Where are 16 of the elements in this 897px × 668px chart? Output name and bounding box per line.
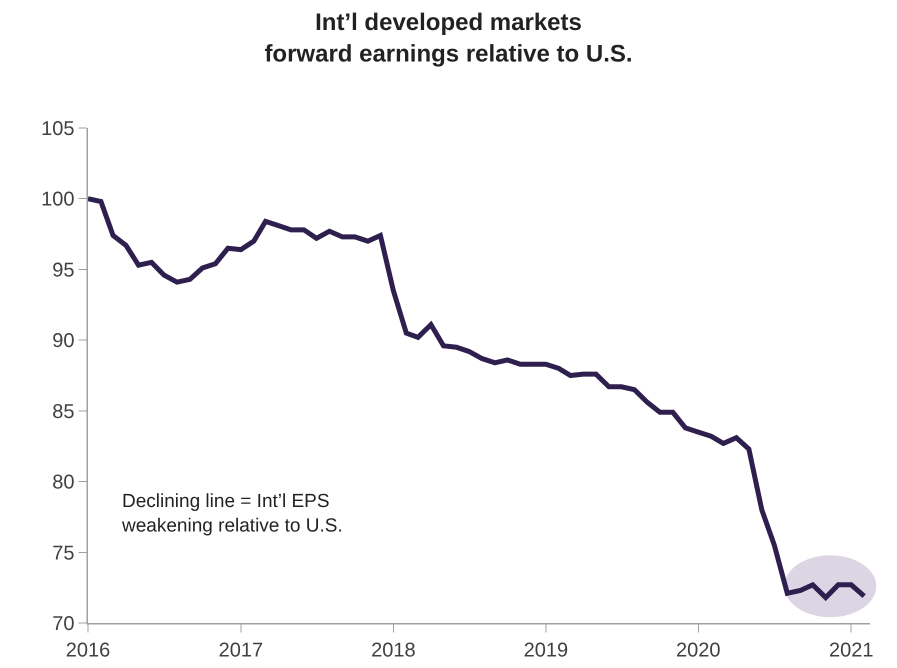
x-tick-label: 2016 [66,640,110,662]
y-tick-label: 100 [41,188,74,211]
y-tick-label: 75 [52,542,74,564]
y-tick-label: 70 [52,613,74,635]
x-tick-label: 2019 [524,640,568,662]
x-tick-label: 2020 [676,640,721,662]
y-tick-label: 90 [52,330,74,352]
y-tick-label: 85 [52,400,74,423]
y-tick-label: 105 [41,118,74,140]
x-tick-label: 2021 [828,640,874,662]
annotation: Declining line = Int’l EPS weakening relative to U.S. [121,491,343,537]
x-tick-label: 2017 [218,640,264,662]
chart-title: Int’l developed markets forward earnings relative to U.S. [264,9,633,68]
y-tick-label: 80 [52,472,74,494]
y-tick-label: 95 [52,259,74,282]
x-tick-label: 2018 [371,640,416,662]
